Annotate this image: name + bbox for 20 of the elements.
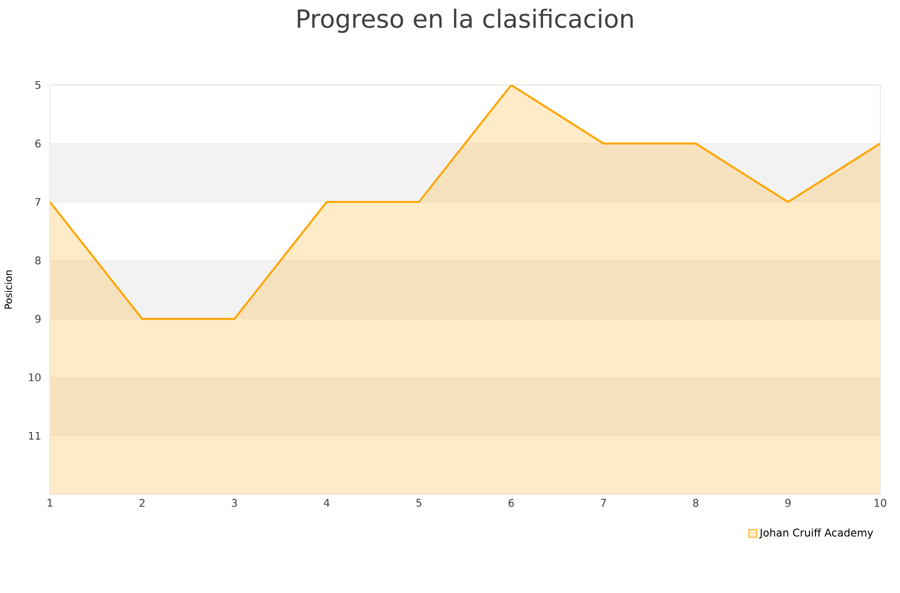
x-tick-label: 5 <box>416 498 422 507</box>
x-tick-label: 2 <box>140 498 144 507</box>
x-tick-label: 4 <box>324 498 330 507</box>
x-tick-label: 3 <box>232 498 237 507</box>
x-tick-label: 8 <box>693 498 698 507</box>
x-tick-label: 7 <box>600 498 606 507</box>
y-tick-label: 6 <box>35 139 41 148</box>
chart-title: Progreso en la clasificacion <box>298 8 633 33</box>
y-tick-label: 8 <box>35 256 41 264</box>
legend-label: Johan Cruiff Academy <box>759 528 874 539</box>
x-tick-label: 1 <box>48 498 52 507</box>
y-tick-label: 9 <box>35 314 41 323</box>
y-tick-label: 11 <box>29 432 40 440</box>
y-axis-title: Posicion <box>4 270 12 309</box>
x-tick-label: 10 <box>874 498 886 507</box>
y-tick-label: 5 <box>35 81 40 89</box>
x-tick-label: 9 <box>785 498 791 507</box>
y-tick-label: 7 <box>35 198 40 206</box>
x-tick-label: 6 <box>508 498 514 507</box>
y-tick-label: 10 <box>29 373 41 382</box>
